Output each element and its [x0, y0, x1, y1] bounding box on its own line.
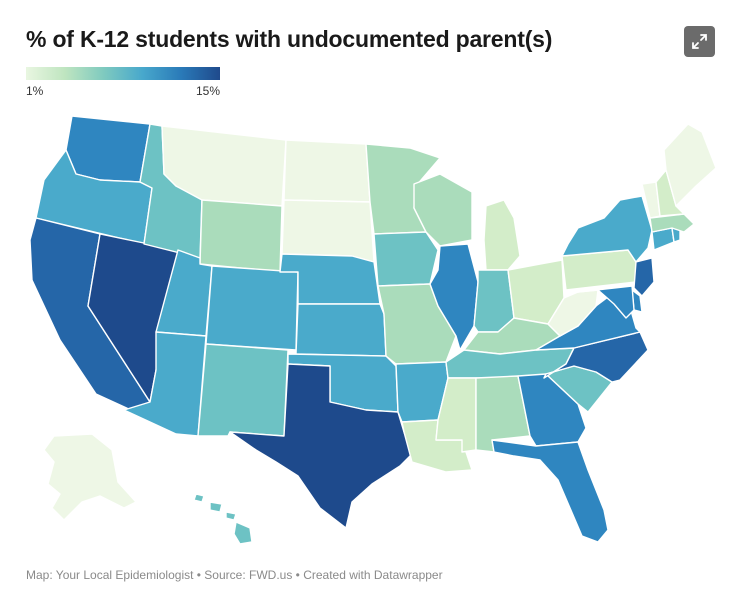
- state-PA[interactable]: [561, 249, 637, 291]
- state-NJ[interactable]: [633, 257, 655, 297]
- state-NH[interactable]: [655, 169, 685, 217]
- state-KS[interactable]: [295, 303, 387, 357]
- state-SD[interactable]: [281, 199, 375, 263]
- state-FL[interactable]: [491, 439, 609, 543]
- source-credit: Map: Your Local Epidemiologist • Source:…: [26, 568, 443, 582]
- state-IA[interactable]: [373, 231, 439, 287]
- state-NY[interactable]: [561, 195, 653, 263]
- map-title: % of K-12 students with undocumented par…: [26, 26, 553, 52]
- expand-button[interactable]: [684, 26, 715, 57]
- state-WI[interactable]: [413, 173, 473, 247]
- legend-min-label: 1%: [26, 84, 44, 98]
- legend-max-label: 15%: [195, 84, 220, 98]
- state-TX[interactable]: [229, 363, 413, 529]
- state-MD[interactable]: [577, 285, 635, 319]
- state-WA[interactable]: [65, 115, 151, 183]
- state-HI[interactable]: [193, 493, 253, 545]
- state-AK[interactable]: [43, 433, 137, 521]
- state-ND[interactable]: [283, 139, 371, 203]
- state-IL[interactable]: [429, 243, 479, 351]
- state-WY[interactable]: [199, 199, 283, 273]
- state-CO[interactable]: [205, 265, 299, 351]
- state-WV[interactable]: [547, 289, 599, 337]
- state-NC[interactable]: [543, 331, 649, 383]
- state-ME[interactable]: [663, 123, 717, 207]
- state-MI[interactable]: [483, 199, 521, 271]
- expand-icon: [692, 34, 707, 49]
- us-choropleth-map: [29, 115, 717, 545]
- color-legend: 1% 15%: [26, 67, 220, 98]
- legend-gradient-bar: [26, 67, 220, 80]
- state-NM[interactable]: [197, 343, 289, 437]
